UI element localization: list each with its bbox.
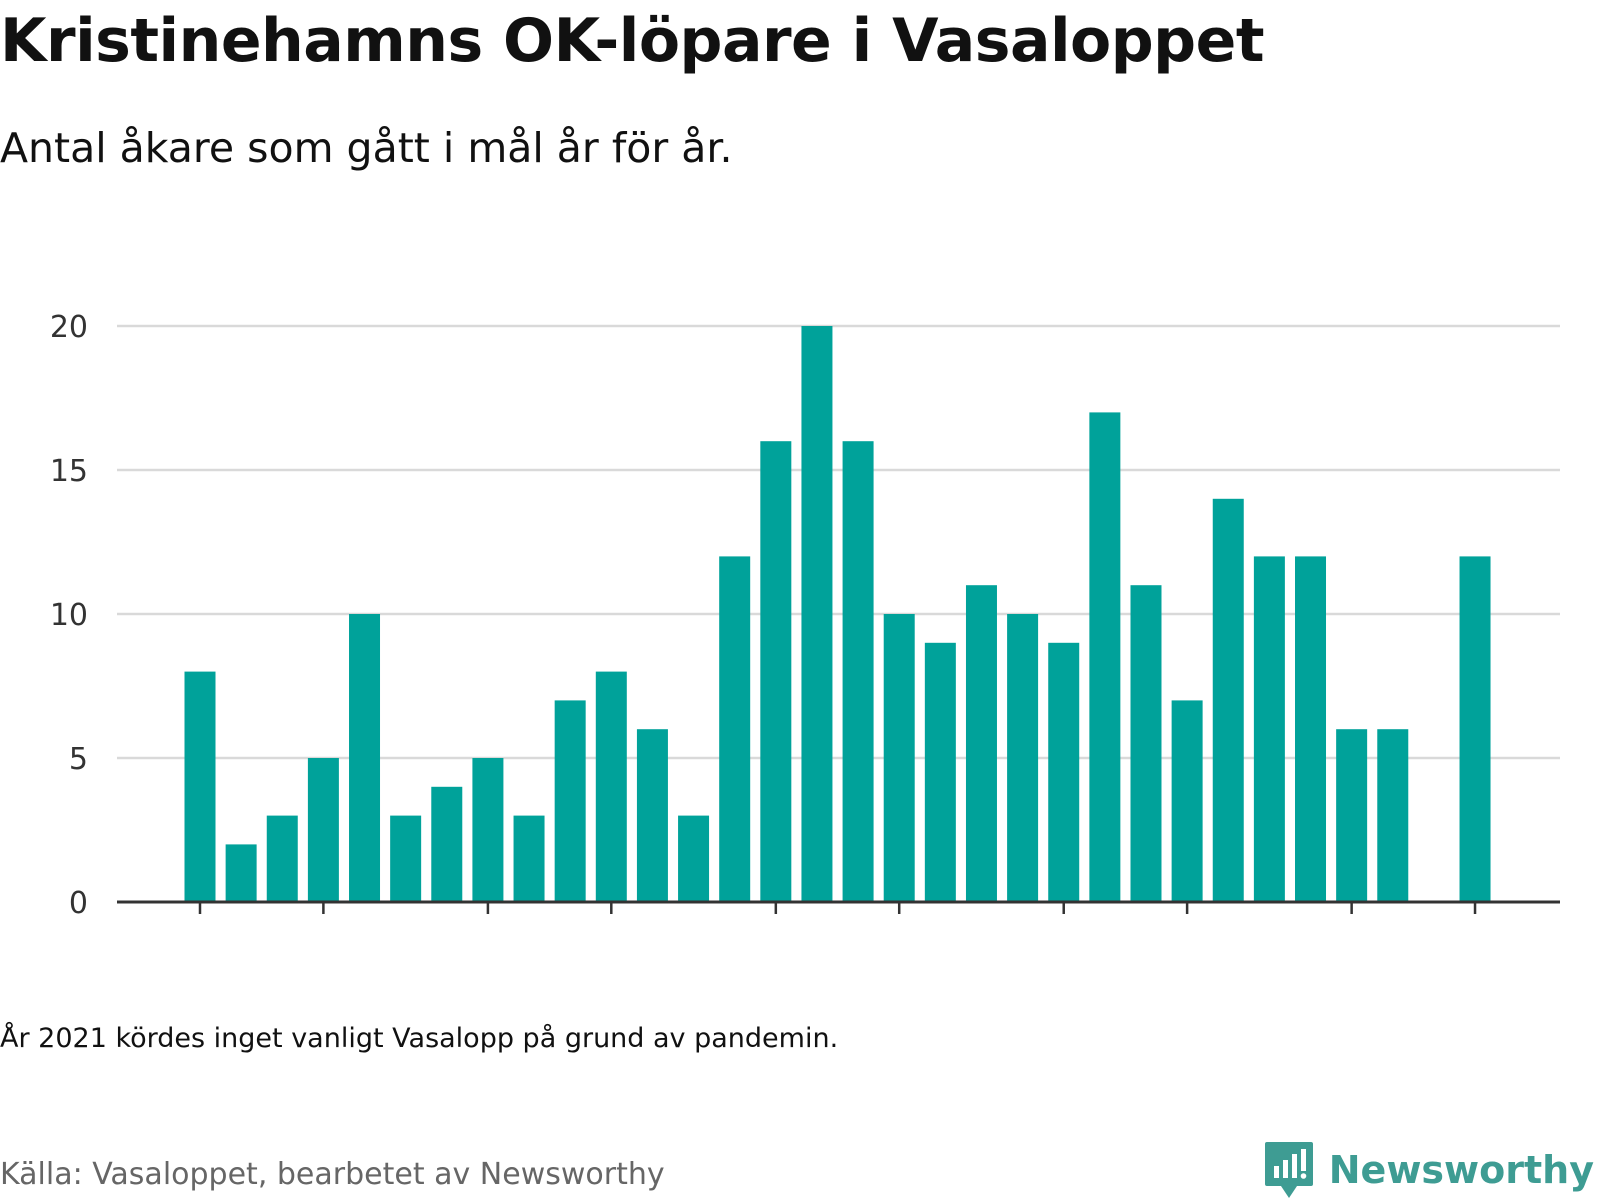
- bar-2014: [1130, 585, 1162, 902]
- bar-2010: [965, 585, 997, 902]
- bar-2015: [1171, 700, 1203, 902]
- bar-2000: [554, 700, 586, 902]
- bar-2001: [595, 671, 627, 902]
- bar-2009: [924, 642, 956, 902]
- bar-2020: [1377, 729, 1409, 902]
- source-credit: Källa: Vasaloppet, bearbetet av Newswort…: [0, 1157, 665, 1192]
- bar-2012: [1048, 642, 1080, 902]
- bar-1991: [184, 671, 216, 902]
- y-tick-label: 5: [69, 742, 88, 777]
- bar-2007: [842, 441, 874, 902]
- bar-1994: [307, 758, 339, 902]
- y-tick-label: 0: [69, 886, 88, 920]
- bar-2013: [1089, 412, 1121, 902]
- bar-2003: [678, 815, 710, 902]
- chart-title: Kristinehamns OK-löpare i Vasaloppet: [0, 6, 1265, 76]
- bar-chart: 0510152019911994199820012005200820122015…: [50, 310, 1560, 920]
- bar-2017: [1253, 556, 1285, 902]
- bar-2018: [1295, 556, 1327, 902]
- bar-2002: [636, 729, 668, 902]
- bar-1992: [225, 844, 257, 902]
- y-tick-label: 20: [50, 310, 88, 345]
- bar-2005: [760, 441, 792, 902]
- bar-2008: [883, 614, 915, 902]
- bar-2011: [1007, 614, 1039, 902]
- bar-1993: [266, 815, 298, 902]
- footnote: År 2021 kördes inget vanligt Vasalopp på…: [0, 1023, 839, 1054]
- bar-1998: [472, 758, 504, 902]
- bar-1997: [431, 786, 463, 902]
- bar-1999: [513, 815, 545, 902]
- chart-subtitle: Antal åkare som gått i mål år för år.: [0, 124, 733, 172]
- bar-2019: [1336, 729, 1368, 902]
- brand-name: Newsworthy: [1328, 1148, 1594, 1192]
- brand: Newsworthy: [1263, 1140, 1594, 1200]
- newsworthy-logo-icon: [1264, 1142, 1313, 1198]
- bar-2016: [1212, 498, 1244, 902]
- bar-2004: [719, 556, 751, 902]
- bar-1995: [349, 614, 381, 902]
- bar-1996: [390, 815, 422, 902]
- y-tick-label: 15: [50, 454, 88, 489]
- bar-2006: [801, 326, 833, 902]
- bar-2022: [1459, 556, 1491, 902]
- y-tick-label: 10: [50, 598, 88, 633]
